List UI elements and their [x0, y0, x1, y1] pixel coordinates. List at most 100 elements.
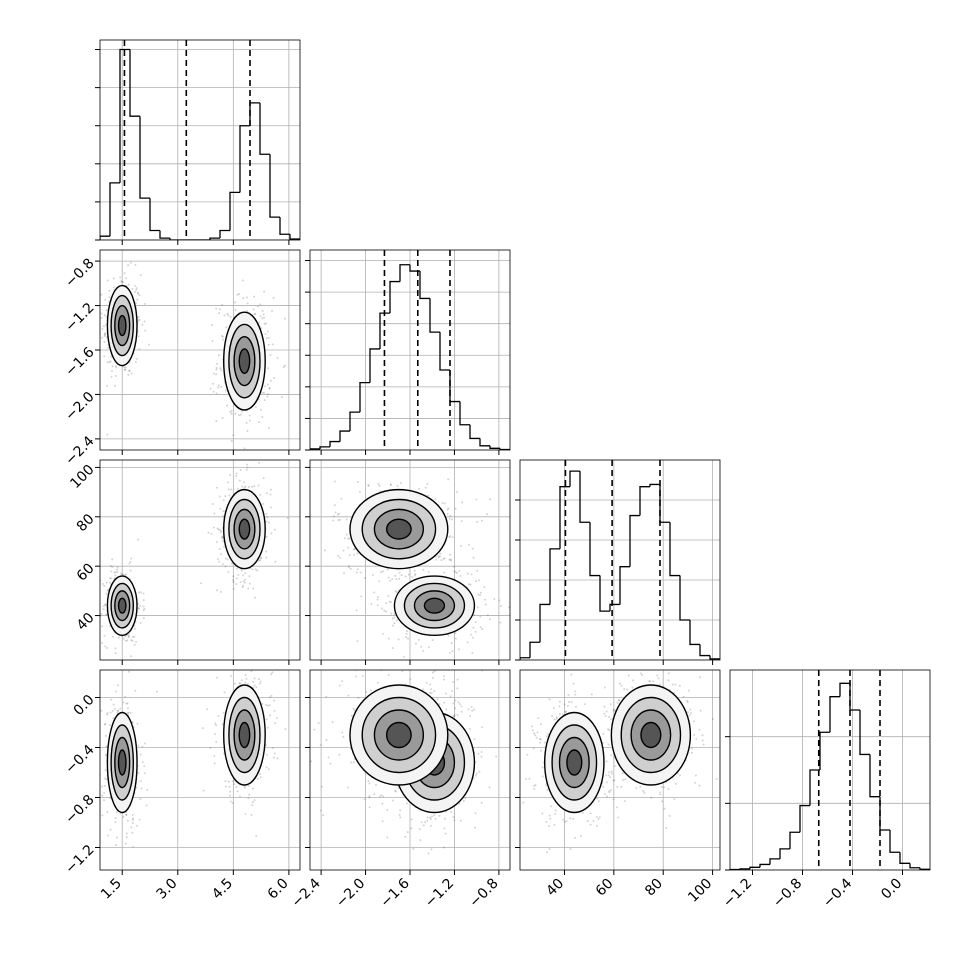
sample-point [353, 548, 356, 551]
panel-frame [519, 459, 721, 661]
sample-point [627, 674, 630, 677]
histogram-step [219, 229, 230, 239]
sample-point [258, 421, 261, 424]
sample-point [334, 511, 337, 514]
sample-point [104, 603, 107, 606]
sample-point [124, 366, 127, 369]
sample-point [499, 621, 502, 624]
histogram-step [339, 430, 350, 442]
sample-point [456, 678, 459, 681]
sample-point [495, 755, 498, 758]
sample-point [555, 717, 558, 720]
contour [423, 597, 446, 614]
sample-point [142, 592, 145, 595]
sample-point [223, 314, 226, 317]
sample-point [460, 710, 463, 713]
sample-point [283, 364, 286, 367]
sample-point [103, 333, 106, 336]
sample-point [234, 308, 237, 311]
sample-point [224, 557, 227, 560]
sample-point [259, 408, 262, 411]
histogram-step [499, 448, 510, 450]
sample-point [612, 709, 615, 712]
sample-point [435, 653, 437, 655]
sample-point [632, 679, 635, 682]
sample-point [103, 723, 106, 726]
sample-point [552, 707, 555, 710]
sample-point [119, 276, 122, 279]
sample-point [213, 754, 216, 757]
histogram-step [479, 438, 490, 447]
sample-point [635, 786, 638, 789]
sample-point [338, 684, 341, 687]
sample-point [229, 790, 232, 793]
sample-point [216, 527, 219, 530]
sample-point [235, 567, 238, 570]
sample-point [553, 718, 556, 721]
sample-point [110, 570, 113, 573]
sample-point [569, 847, 572, 850]
sample-point [216, 676, 219, 679]
sample-point [656, 674, 659, 677]
sample-point [414, 574, 417, 577]
sample-point [215, 307, 218, 310]
sample-point [660, 786, 663, 789]
sample-point [142, 617, 145, 620]
sample-point [422, 688, 425, 691]
panel [520, 664, 720, 870]
sample-point [103, 355, 106, 358]
sample-point [663, 807, 666, 810]
sample-point [394, 590, 397, 593]
sample-point [123, 272, 126, 275]
sample-point [101, 625, 104, 628]
sample-point [561, 713, 564, 716]
histogram-step [759, 863, 770, 868]
sample-point [109, 828, 112, 831]
sample-point [479, 594, 482, 597]
sample-point [426, 482, 429, 485]
sample-point [357, 697, 360, 700]
sample-point [478, 770, 481, 773]
histogram-step [359, 381, 370, 413]
sample-point [264, 385, 267, 388]
sample-point [617, 699, 620, 702]
sample-point [107, 346, 110, 349]
sample-point [449, 558, 452, 561]
sample-point [410, 827, 413, 830]
sample-point [270, 694, 273, 697]
sample-point [337, 519, 340, 522]
sample-point [265, 520, 268, 523]
sample-point [211, 382, 214, 385]
sample-point [270, 532, 273, 535]
sample-point [231, 802, 234, 805]
sample-point [220, 529, 223, 532]
sample-point [383, 609, 386, 612]
sample-point [125, 836, 128, 839]
sample-point [104, 769, 107, 772]
sample-point [217, 386, 220, 389]
sample-point [656, 664, 658, 666]
sample-point [343, 537, 346, 540]
sample-point [211, 324, 214, 327]
sample-point [213, 733, 216, 736]
sample-point [549, 817, 552, 820]
sample-point [604, 715, 607, 718]
sample-point [439, 873, 441, 875]
sample-point [443, 817, 446, 820]
sample-point [232, 575, 235, 578]
sample-point [143, 607, 146, 610]
sample-point [337, 512, 340, 515]
sample-point [373, 591, 376, 594]
sample-point [539, 741, 542, 744]
sample-point [537, 717, 540, 720]
sample-point [550, 805, 553, 808]
histogram-step [589, 522, 600, 577]
sample-point [380, 571, 383, 574]
sample-point [97, 298, 99, 300]
sample-point [122, 816, 125, 819]
sample-point [105, 323, 108, 326]
sample-point [125, 832, 128, 835]
contour [640, 721, 662, 749]
sample-point [550, 715, 553, 718]
histogram-step [399, 264, 410, 282]
